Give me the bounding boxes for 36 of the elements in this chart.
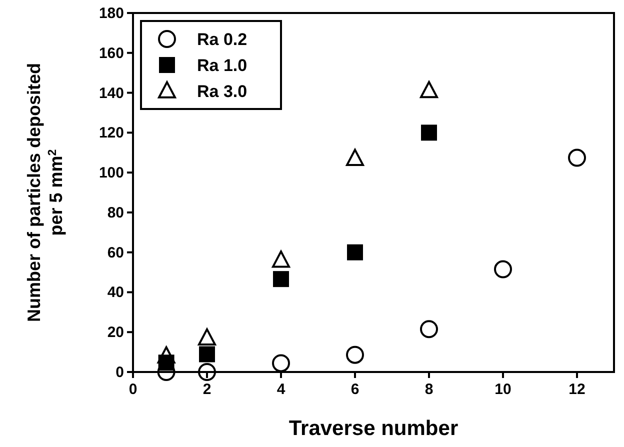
y-tick-label: 80 xyxy=(107,204,124,222)
point xyxy=(420,320,438,338)
point xyxy=(273,271,289,288)
point xyxy=(198,328,216,346)
point xyxy=(347,244,363,260)
point xyxy=(272,250,290,268)
x-tick-label: 6 xyxy=(350,381,360,398)
point xyxy=(199,346,215,362)
point xyxy=(494,260,512,278)
point xyxy=(346,346,364,364)
y-tick-label: 100 xyxy=(98,164,124,182)
legend-label: Ra 3.0 xyxy=(197,82,248,101)
x-tick-label: 12 xyxy=(568,381,586,398)
y-tick-label: 120 xyxy=(98,124,124,142)
x-tick-label: 0 xyxy=(128,381,138,398)
y-tick-label: 140 xyxy=(98,84,124,102)
legend-label: Ra 0.2 xyxy=(197,30,248,49)
y-tick-label: 180 xyxy=(98,5,124,22)
point xyxy=(346,148,364,166)
legend-label: Ra 1.0 xyxy=(197,56,248,75)
y-tick-label: 40 xyxy=(107,284,124,302)
y-tick-label: 160 xyxy=(98,44,124,62)
x-tick-label: 2 xyxy=(202,381,212,398)
y-tick-label: 20 xyxy=(107,324,124,342)
point xyxy=(157,346,176,364)
point xyxy=(421,124,437,141)
x-axis-title: Traverse number xyxy=(288,417,458,440)
point xyxy=(198,363,216,381)
x-tick-label: 4 xyxy=(276,381,286,398)
point xyxy=(420,80,438,98)
x-tick-label: 8 xyxy=(424,381,434,398)
point xyxy=(568,148,586,167)
y-tick-label: 0 xyxy=(116,364,124,381)
y-tick-label: 60 xyxy=(107,244,124,262)
point xyxy=(272,354,290,372)
x-tick-label: 10 xyxy=(494,381,512,398)
